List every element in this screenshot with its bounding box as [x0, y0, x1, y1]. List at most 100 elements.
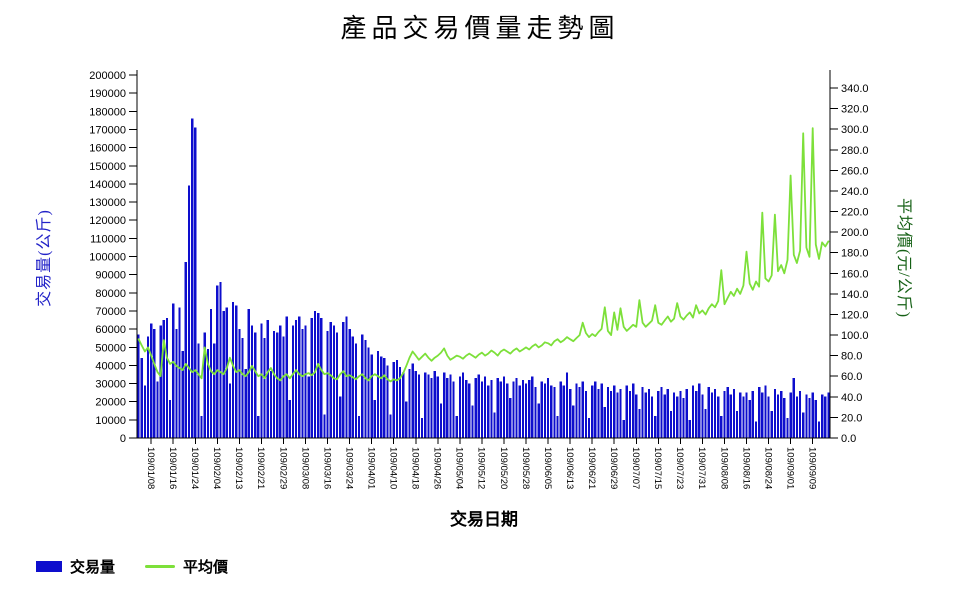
right-axis-tick-label: 220.0 [841, 207, 869, 219]
volume-bar [550, 385, 553, 438]
right-axis-tick-label: 280.0 [841, 145, 869, 157]
volume-bar [704, 408, 707, 438]
volume-bar [789, 392, 792, 439]
volume-bar [761, 392, 764, 439]
volume-bar [191, 118, 194, 438]
right-axis-tick-label: 100.0 [841, 330, 869, 342]
volume-bar [465, 379, 468, 438]
right-axis-title: 平均價(元/公斤) [895, 197, 912, 319]
x-axis-tick-label: 109/08/24 [762, 447, 773, 489]
right-axis-tick-label: 20.0 [841, 412, 862, 424]
volume-bar [417, 374, 421, 438]
volume-bar [562, 385, 565, 438]
volume-bar [808, 398, 811, 438]
volume-bar [578, 387, 581, 438]
volume-legend-swatch [36, 561, 62, 572]
volume-bar [606, 387, 610, 438]
volume-bar [184, 261, 187, 438]
volume-bar [802, 412, 805, 438]
volume-bar [584, 390, 587, 438]
volume-bar [165, 318, 169, 438]
volume-bar [414, 370, 417, 438]
volume-bar [150, 323, 153, 438]
volume-bar [427, 374, 430, 438]
volume-bar [698, 383, 701, 438]
volume-bar [405, 401, 408, 438]
right-axis-tick-label: 60.0 [841, 371, 862, 383]
volume-bar [288, 399, 291, 438]
volume-bar [342, 321, 345, 438]
volume-bar [735, 410, 739, 438]
volume-bar [827, 392, 830, 439]
volume-bar [206, 349, 209, 438]
volume-bar [543, 383, 547, 438]
volume-bar [162, 320, 165, 438]
x-axis-tick-label: 109/09/09 [807, 447, 818, 489]
volume-bar [392, 361, 395, 438]
x-axis-tick-label: 109/02/04 [211, 447, 222, 489]
volume-bar [732, 389, 736, 438]
volume-bar [408, 369, 411, 438]
volume-bar [436, 376, 439, 438]
volume-bar [603, 407, 606, 438]
volume-bar [175, 329, 178, 438]
left-axis-tick-label: 110000 [90, 233, 126, 245]
x-axis-tick-label: 109/02/13 [233, 447, 244, 489]
x-axis-tick-label: 109/08/16 [740, 447, 751, 489]
x-axis-tick-label: 109/03/08 [299, 447, 310, 489]
volume-bar [216, 285, 219, 438]
volume-bar [657, 390, 660, 438]
volume-bar [326, 330, 329, 438]
volume-bar [594, 381, 597, 438]
volume-bar [168, 399, 172, 438]
volume-bar [181, 350, 184, 438]
x-axis-title: 交易日期 [450, 510, 518, 529]
volume-bar [310, 318, 313, 438]
volume-bar [644, 392, 647, 439]
volume-bar [663, 394, 666, 438]
volume-bar [720, 416, 723, 438]
volume-bar [200, 416, 203, 438]
volume-bar [395, 359, 398, 438]
volume-bar [770, 410, 773, 438]
volume-bar [383, 358, 386, 438]
volume-bar [537, 403, 540, 438]
volume-bar [717, 396, 720, 438]
volume-bar [556, 416, 559, 438]
volume-bar [553, 387, 556, 438]
left-axis-tick-label: 200000 [89, 70, 126, 82]
volume-bar [745, 392, 748, 439]
x-axis-tick-label: 109/04/26 [432, 447, 443, 489]
x-axis-tick-label: 109/03/16 [321, 447, 332, 489]
x-axis-tick-label: 109/07/23 [674, 447, 685, 489]
x-axis-tick-label: 109/07/15 [652, 447, 663, 489]
x-axis-tick-label: 109/06/21 [586, 447, 597, 489]
volume-bar [373, 399, 376, 438]
volume-bar [364, 339, 367, 438]
volume-bar [471, 405, 474, 438]
volume-bar [600, 383, 603, 438]
volume-bar [335, 332, 339, 438]
x-axis-tick-label: 109/03/24 [343, 447, 354, 489]
volume-bar [257, 416, 260, 438]
left-axis-tick-label: 20000 [95, 397, 126, 409]
x-axis-tick-label: 109/01/16 [167, 447, 178, 489]
volume-bar [587, 418, 591, 438]
volume-bar [323, 414, 326, 438]
volume-bar [317, 312, 320, 438]
chart-title: 產品交易價量走勢圖 [340, 14, 620, 43]
x-axis-tick-label: 109/07/07 [630, 447, 641, 489]
volume-bar [241, 338, 244, 438]
volume-bar [433, 370, 436, 438]
volume-bar [178, 307, 181, 438]
volume-bar [146, 336, 150, 438]
volume-bar [398, 367, 402, 438]
volume-bar [266, 320, 269, 438]
volume-bar [795, 396, 799, 438]
volume-bar [348, 329, 351, 438]
volume-bar [307, 376, 310, 438]
left-axis-tick-label: 190000 [89, 88, 126, 100]
volume-bar [228, 383, 232, 438]
volume-bar [282, 336, 285, 438]
